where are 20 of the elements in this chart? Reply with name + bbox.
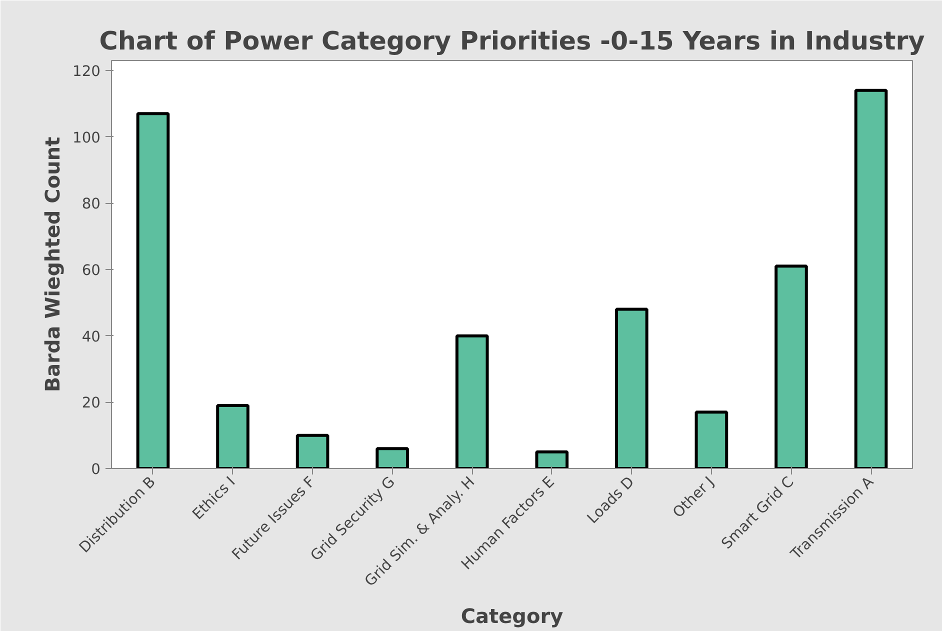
bar [216,404,250,468]
y-tick-label: 120 [72,62,101,80]
bar [774,264,808,468]
bar [535,450,569,468]
x-axis-title: Category [460,604,564,628]
y-tick-label: 60 [82,262,101,279]
bar [296,434,330,468]
bar [376,447,409,468]
bar [694,410,728,468]
y-tick-label: 20 [82,394,101,412]
y-tick-label: 0 [91,461,101,478]
y-tick-label: 40 [82,328,101,346]
y-tick-label: 100 [72,129,101,146]
bar [854,88,888,468]
bar [615,308,648,468]
chart-title: Chart of Power Category Priorities -0-15 Years in Industry [99,26,926,56]
bar [136,112,170,468]
y-tick-label: 80 [82,196,101,213]
y-axis-title: Barda Wieghted Count [40,136,65,392]
bar [455,334,489,468]
